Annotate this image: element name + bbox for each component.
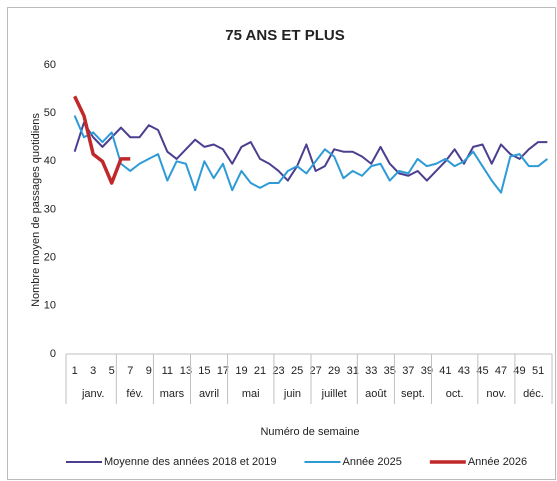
series-line: [73, 115, 548, 194]
y-tick-label: 60: [44, 59, 56, 71]
x-tick-label: 41: [439, 365, 451, 377]
x-group-label: juillet: [321, 388, 347, 400]
x-group-label: janv.: [81, 388, 104, 400]
x-group-label: juin: [283, 388, 301, 400]
x-tick-label: 7: [127, 365, 133, 377]
x-tick-label: 33: [365, 365, 377, 377]
x-tick-label: 25: [291, 365, 303, 377]
x-tick-label: 5: [109, 365, 115, 377]
x-tick-label: 9: [146, 365, 152, 377]
x-tick-label: 27: [310, 365, 322, 377]
x-tick-label: 21: [254, 365, 266, 377]
x-tick-label: 29: [328, 365, 340, 377]
y-tick-label: 10: [44, 300, 56, 312]
y-tick-label: 50: [44, 107, 56, 119]
x-tick-label: 39: [421, 365, 433, 377]
x-tick-label: 31: [347, 365, 359, 377]
series-line: [73, 95, 131, 185]
x-tick-label: 45: [476, 365, 488, 377]
x-tick-label: 43: [458, 365, 470, 377]
x-tick-label: 3: [90, 365, 96, 377]
legend-label: Année 2026: [468, 456, 527, 468]
chart-title: 75 ANS ET PLUS: [225, 27, 344, 44]
x-tick-label: 37: [402, 365, 414, 377]
y-axis-title: Nombre moyen de passages quotidiens: [30, 113, 42, 307]
x-group-label: déc.: [523, 388, 544, 400]
legend-label: Année 2025: [342, 456, 401, 468]
x-tick-label: 47: [495, 365, 507, 377]
x-tick-label: 1: [72, 365, 78, 377]
y-tick-label: 0: [50, 348, 56, 360]
x-tick-label: 49: [513, 365, 525, 377]
x-tick-label: 17: [217, 365, 229, 377]
x-tick-label: 23: [272, 365, 284, 377]
x-group-label: nov.: [486, 388, 506, 400]
x-group-label: fév.: [126, 388, 143, 400]
x-tick-label: 13: [180, 365, 192, 377]
x-group-label: mars: [160, 388, 185, 400]
y-tick-label: 30: [44, 203, 56, 215]
x-group-label: oct.: [446, 388, 464, 400]
legend-label: Moyenne des années 2018 et 2019: [104, 456, 276, 468]
x-group-label: sept.: [401, 388, 425, 400]
x-tick-label: 19: [235, 365, 247, 377]
x-group-label: avril: [199, 388, 219, 400]
x-tick-label: 11: [162, 365, 173, 377]
x-tick-label: 35: [384, 365, 396, 377]
x-axis-title: Numéro de semaine: [260, 426, 359, 438]
x-group-label: mai: [242, 388, 260, 400]
chart-frame: [7, 7, 556, 480]
x-group-label: août: [365, 388, 386, 400]
y-tick-label: 20: [44, 252, 56, 264]
y-tick-label: 40: [44, 155, 56, 167]
x-tick-label: 51: [532, 365, 544, 377]
x-tick-label: 15: [198, 365, 210, 377]
